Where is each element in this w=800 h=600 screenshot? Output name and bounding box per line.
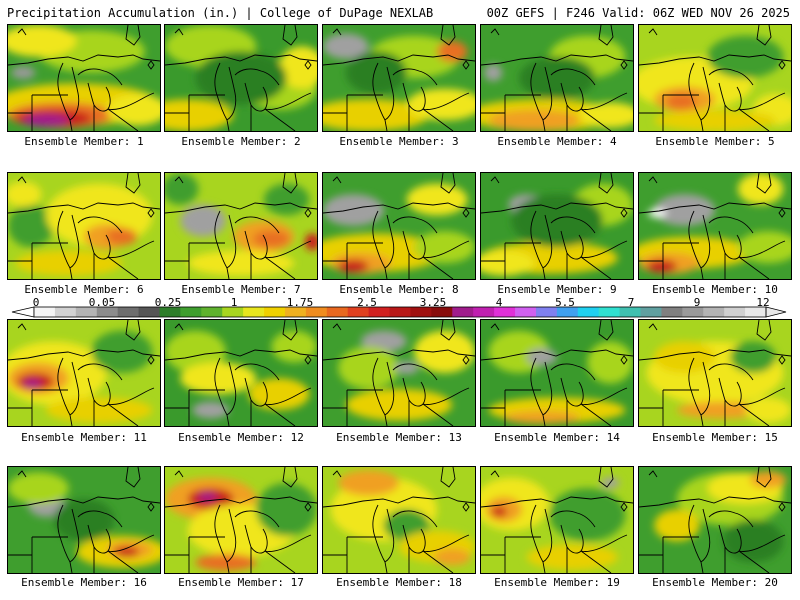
scale-swatch <box>598 307 621 317</box>
scale-tick-label: 2.5 <box>357 296 377 309</box>
scale-swatch <box>180 307 202 317</box>
scale-swatch <box>264 307 286 317</box>
ensemble-caption: Ensemble Member: 6 <box>24 283 144 296</box>
ensemble-caption: Ensemble Member: 7 <box>181 283 301 296</box>
scale-swatch <box>54 307 77 317</box>
scale-swatch <box>117 307 140 317</box>
ensemble-caption: Ensemble Member: 8 <box>339 283 459 296</box>
scale-swatch <box>410 307 432 317</box>
ensemble-caption: Ensemble Member: 9 <box>497 283 617 296</box>
scale-swatch <box>431 307 453 317</box>
scale-tick-label: 12 <box>756 296 770 309</box>
scale-swatch <box>494 307 516 317</box>
scale-swatch <box>703 307 725 317</box>
scale-swatch <box>284 307 307 317</box>
ensemble-map-9 <box>480 172 634 280</box>
scale-swatch <box>535 307 558 317</box>
scale-swatch <box>619 307 642 317</box>
ensemble-caption: Ensemble Member: 20 <box>652 576 778 589</box>
ensemble-map-5 <box>638 24 792 132</box>
ensemble-map-10 <box>638 172 792 280</box>
scale-swatch <box>389 307 411 317</box>
scale-tick-label: 0.05 <box>88 296 116 309</box>
scale-swatch <box>577 307 600 317</box>
run-info: 00Z GEFS | F246 Valid: 06Z WED NOV 26 20… <box>486 6 790 20</box>
ensemble-map-1 <box>7 24 161 132</box>
ensemble-caption: Ensemble Member: 18 <box>336 576 462 589</box>
scale-swatch <box>159 307 181 317</box>
scale-swatch <box>452 307 474 317</box>
scale-swatch <box>368 307 391 317</box>
ensemble-caption: Ensemble Member: 17 <box>178 576 304 589</box>
scale-swatch <box>305 307 328 317</box>
ensemble-map-12 <box>164 319 318 427</box>
ensemble-map-14 <box>480 319 634 427</box>
ensemble-map-8 <box>322 172 476 280</box>
ensemble-caption: Ensemble Member: 14 <box>494 431 620 444</box>
ensemble-map-3 <box>322 24 476 132</box>
ensemble-map-13 <box>322 319 476 427</box>
color-scale: 0 0.05 0.25 1 1.75 2.5 3.25 4 5.5 7 9 12 <box>0 296 800 322</box>
scale-tick-label: 7 <box>627 296 635 309</box>
scale-swatch <box>745 307 767 317</box>
scale-swatch <box>682 307 704 317</box>
scale-swatch <box>75 307 98 317</box>
ensemble-caption: Ensemble Member: 19 <box>494 576 620 589</box>
ensemble-caption: Ensemble Member: 5 <box>655 135 775 148</box>
scale-arrow-right <box>765 306 787 318</box>
scale-swatch <box>661 307 683 317</box>
scale-swatch <box>138 307 160 317</box>
ensemble-caption: Ensemble Member: 11 <box>21 431 147 444</box>
scale-swatch <box>724 307 746 317</box>
ensemble-map-6 <box>7 172 161 280</box>
page-title: Precipitation Accumulation (in.) | Colle… <box>7 6 434 20</box>
scale-swatch <box>96 307 119 317</box>
ensemble-caption: Ensemble Member: 1 <box>24 135 144 148</box>
ensemble-caption: Ensemble Member: 12 <box>178 431 304 444</box>
ensemble-map-17 <box>164 466 318 574</box>
scale-tick-label: 9 <box>693 296 701 309</box>
scale-swatch <box>515 307 537 317</box>
ensemble-map-19 <box>480 466 634 574</box>
scale-swatch <box>34 307 56 317</box>
ensemble-map-4 <box>480 24 634 132</box>
scale-tick-label: 0.25 <box>154 296 182 309</box>
ensemble-map-15 <box>638 319 792 427</box>
ensemble-caption: Ensemble Member: 2 <box>181 135 301 148</box>
scale-tick-label: 0 <box>32 296 40 309</box>
ensemble-caption: Ensemble Member: 15 <box>652 431 778 444</box>
ensemble-caption: Ensemble Member: 16 <box>21 576 147 589</box>
scale-tick-label: 3.25 <box>419 296 447 309</box>
ensemble-map-20 <box>638 466 792 574</box>
scale-swatch <box>326 307 349 317</box>
scale-swatch <box>347 307 370 317</box>
ensemble-caption: Ensemble Member: 3 <box>339 135 459 148</box>
scale-arrow-left <box>11 306 35 318</box>
scale-swatch <box>222 307 244 317</box>
ensemble-map-16 <box>7 466 161 574</box>
ensemble-caption: Ensemble Member: 4 <box>497 135 617 148</box>
scale-border <box>33 306 767 318</box>
ensemble-map-18 <box>322 466 476 574</box>
scale-tick-label: 5.5 <box>555 296 575 309</box>
scale-swatch <box>201 307 223 317</box>
ensemble-map-7 <box>164 172 318 280</box>
scale-tick-label: 4 <box>495 296 503 309</box>
scale-swatch <box>243 307 265 317</box>
ensemble-map-2 <box>164 24 318 132</box>
scale-bar <box>11 306 787 318</box>
ensemble-caption: Ensemble Member: 13 <box>336 431 462 444</box>
scale-swatch <box>473 307 495 317</box>
scale-swatch <box>640 307 662 317</box>
scale-tick-label: 1 <box>230 296 238 309</box>
scale-tick-label: 1.75 <box>286 296 314 309</box>
ensemble-map-11 <box>7 319 161 427</box>
scale-swatch <box>556 307 579 317</box>
ensemble-caption: Ensemble Member: 10 <box>652 283 778 296</box>
